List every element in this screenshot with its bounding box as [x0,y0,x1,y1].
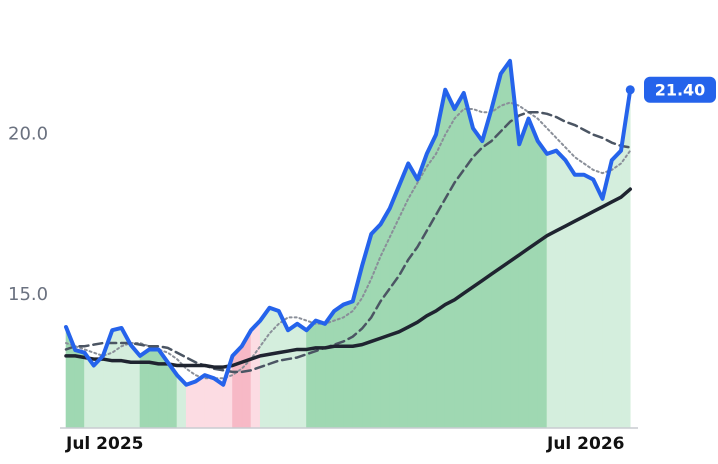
price-area [426,134,437,429]
price-area [454,91,465,429]
price-area [407,162,418,429]
price-area [296,323,307,429]
price-area [574,174,585,429]
price-area [417,153,428,429]
price-area [324,310,335,429]
price-area [528,118,539,429]
x-tick-label: Jul 2026 [546,434,625,454]
last-point [625,85,635,95]
price-area [463,92,474,429]
y-tick-label: 20.0 [8,124,48,145]
price-area [481,108,492,429]
price-area [611,149,622,429]
price-area [537,140,548,429]
price-badge [644,76,716,103]
price-area [315,320,326,429]
price-area [370,223,381,429]
price-area [546,150,557,429]
price-area [250,319,261,429]
price-area [195,374,206,429]
series-line [64,58,633,387]
price-area [232,345,243,429]
price-area [472,127,483,429]
line-layer [64,58,633,387]
price-area [435,89,446,429]
price-area [204,374,215,429]
area-layer [65,59,631,429]
price-label: 21.40 [655,80,706,99]
price-area [500,59,511,429]
price-area [592,179,603,429]
price-area [185,381,196,429]
series-line [64,187,632,369]
price-area [518,118,529,429]
price-area [343,300,354,429]
price-area [555,149,566,429]
price-area [306,319,317,429]
price-area [565,159,576,429]
series-line [64,110,632,374]
price-area [491,73,502,429]
x-tick-label: Jul 2025 [65,434,144,454]
price-area [287,323,298,429]
price-area [74,349,85,429]
price-area [398,163,409,429]
price-area [444,89,455,429]
price-area [333,303,344,429]
y-tick-label: 15.0 [8,284,48,305]
price-area [130,344,141,429]
price-area [602,160,613,429]
